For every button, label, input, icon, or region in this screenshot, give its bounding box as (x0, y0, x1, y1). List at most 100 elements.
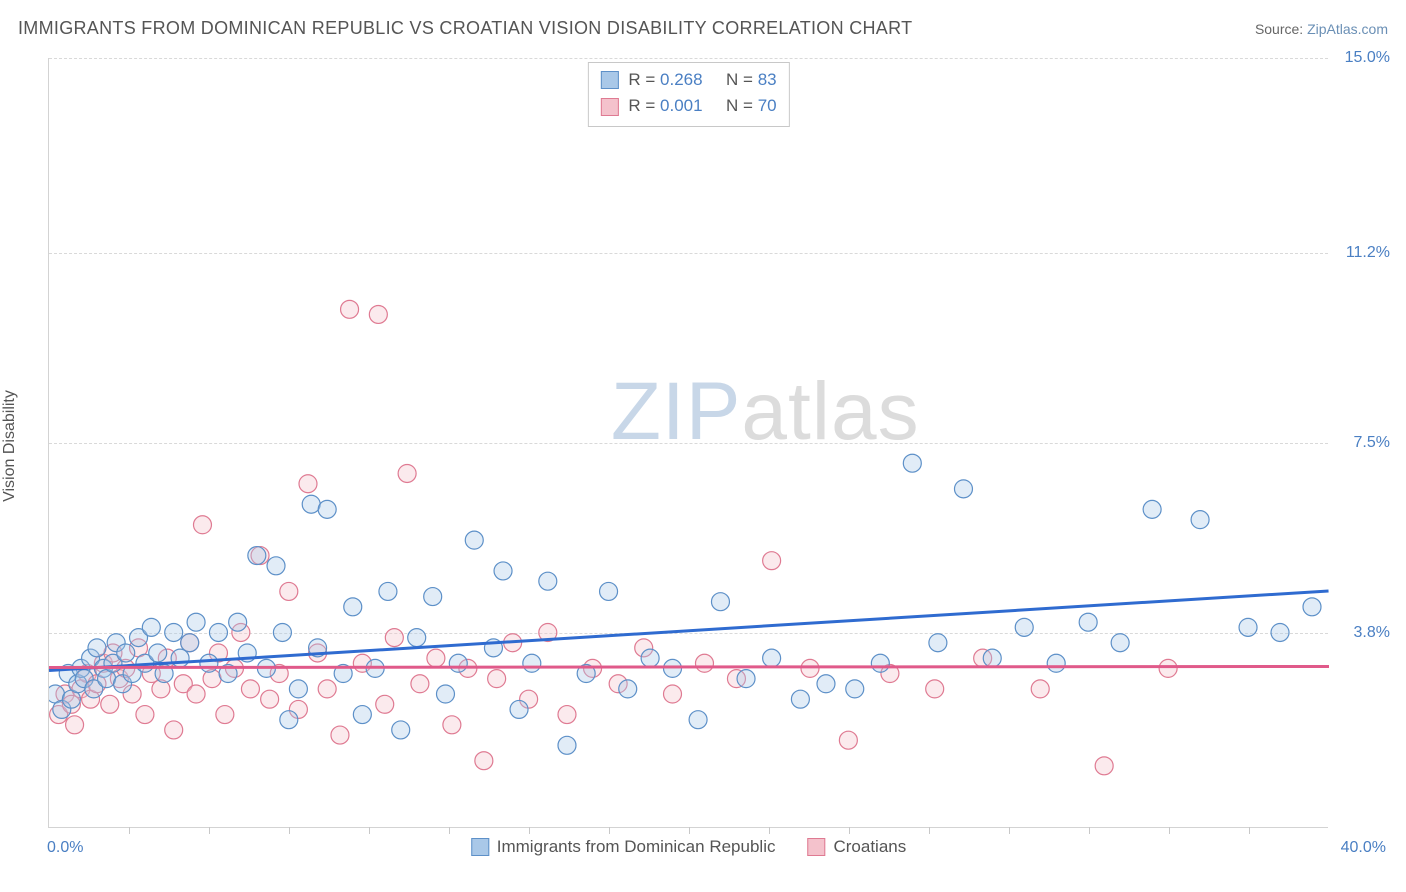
n-label: N = (726, 96, 753, 115)
point-croatians (385, 629, 403, 647)
y-tick-label: 7.5% (1354, 434, 1390, 452)
legend-series: Immigrants from Dominican Republic Croat… (471, 837, 906, 857)
point-croatians (427, 649, 445, 667)
point-croatians (558, 706, 576, 724)
point-dominican (1111, 634, 1129, 652)
legend-label-2: Croatians (833, 837, 906, 857)
point-dominican (871, 654, 889, 672)
point-dominican (465, 531, 483, 549)
point-croatians (299, 475, 317, 493)
point-dominican (181, 634, 199, 652)
point-dominican (1191, 511, 1209, 529)
point-croatians (331, 726, 349, 744)
point-dominican (737, 670, 755, 688)
point-dominican (149, 644, 167, 662)
legend-item-2: Croatians (807, 837, 906, 857)
source-link[interactable]: ZipAtlas.com (1307, 21, 1388, 37)
legend-stats-row-2: R = 0.001 N = 70 (600, 93, 776, 119)
point-dominican (209, 623, 227, 641)
point-croatians (136, 706, 154, 724)
point-croatians (261, 690, 279, 708)
point-dominican (165, 623, 183, 641)
x-tick (129, 827, 130, 834)
x-tick (1249, 827, 1250, 834)
point-dominican (817, 675, 835, 693)
point-croatians (341, 300, 359, 318)
x-tick (849, 827, 850, 834)
swatch-series-2 (600, 98, 618, 116)
point-dominican (379, 582, 397, 600)
scatter-svg (49, 58, 1328, 827)
point-croatians (318, 680, 336, 698)
r-value-1: 0.268 (660, 70, 703, 89)
x-tick (769, 827, 770, 834)
point-dominican (558, 736, 576, 754)
point-dominican (1079, 613, 1097, 631)
x-tick (689, 827, 690, 834)
point-croatians (763, 552, 781, 570)
point-croatians (101, 695, 119, 713)
point-croatians (664, 685, 682, 703)
x-axis-max-label: 40.0% (1341, 839, 1386, 857)
point-dominican (846, 680, 864, 698)
legend-label-1: Immigrants from Dominican Republic (497, 837, 776, 857)
point-dominican (763, 649, 781, 667)
point-dominican (1239, 618, 1257, 636)
point-dominican (929, 634, 947, 652)
source-attribution: Source: ZipAtlas.com (1255, 21, 1388, 37)
source-prefix: Source: (1255, 21, 1307, 37)
point-dominican (142, 618, 160, 636)
point-dominican (257, 659, 275, 677)
point-dominican (494, 562, 512, 580)
point-dominican (1015, 618, 1033, 636)
point-dominican (267, 557, 285, 575)
point-dominican (711, 593, 729, 611)
x-tick (209, 827, 210, 834)
point-dominican (1303, 598, 1321, 616)
point-dominican (171, 649, 189, 667)
point-dominican (318, 500, 336, 518)
point-dominican (117, 644, 135, 662)
point-croatians (280, 582, 298, 600)
point-croatians (411, 675, 429, 693)
point-croatians (203, 670, 221, 688)
point-dominican (791, 690, 809, 708)
point-croatians (152, 680, 170, 698)
x-tick (449, 827, 450, 834)
point-dominican (1143, 500, 1161, 518)
r-label: R = (628, 70, 655, 89)
point-dominican (408, 629, 426, 647)
point-croatians (66, 716, 84, 734)
r-value-2: 0.001 (660, 96, 703, 115)
point-croatians (839, 731, 857, 749)
point-croatians (1095, 757, 1113, 775)
point-croatians (695, 654, 713, 672)
point-dominican (641, 649, 659, 667)
point-dominican (302, 495, 320, 513)
x-tick (609, 827, 610, 834)
point-dominican (229, 613, 247, 631)
point-dominican (248, 547, 266, 565)
n-value-1: 83 (758, 70, 777, 89)
y-tick-label: 15.0% (1345, 49, 1390, 67)
chart-title: IMMIGRANTS FROM DOMINICAN REPUBLIC VS CR… (18, 18, 912, 39)
point-croatians (241, 680, 259, 698)
point-dominican (689, 711, 707, 729)
x-tick (1169, 827, 1170, 834)
point-dominican (366, 659, 384, 677)
point-croatians (801, 659, 819, 677)
point-croatians (488, 670, 506, 688)
point-dominican (449, 654, 467, 672)
point-dominican (273, 623, 291, 641)
swatch-series-1 (471, 838, 489, 856)
point-dominican (619, 680, 637, 698)
y-tick-label: 3.8% (1354, 624, 1390, 642)
point-dominican (289, 680, 307, 698)
n-label: N = (726, 70, 753, 89)
swatch-series-1 (600, 71, 618, 89)
point-dominican (600, 582, 618, 600)
point-dominican (344, 598, 362, 616)
point-dominican (1271, 623, 1289, 641)
point-dominican (523, 654, 541, 672)
x-tick (929, 827, 930, 834)
